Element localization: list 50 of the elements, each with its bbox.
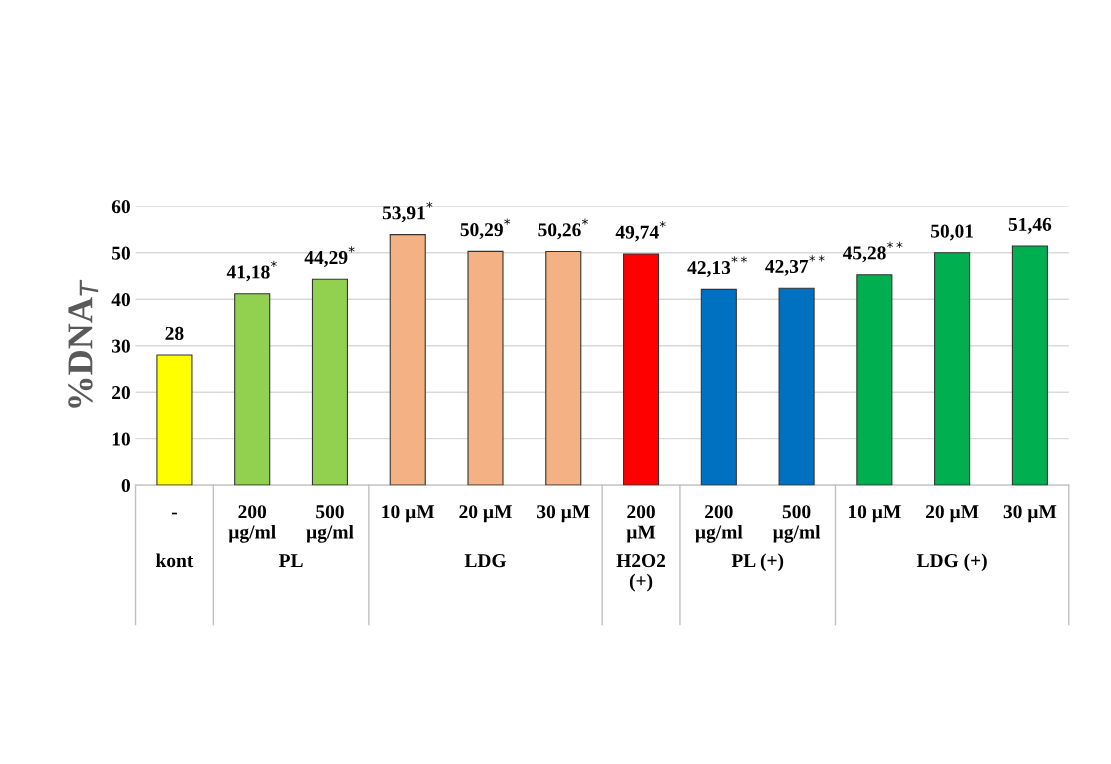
- bar: [545, 250, 582, 486]
- bar: [156, 354, 193, 486]
- x-tick-label: 20 µM: [459, 505, 512, 523]
- bar: [700, 288, 737, 486]
- x-tick-label: 200 µg/ml: [695, 505, 743, 543]
- x-tick-label: -: [171, 512, 177, 515]
- data-label: 45,28$^{**}$: [842, 241, 903, 263]
- data-label: 42,37$^{**}$: [765, 255, 825, 276]
- data-label: 53,91$^{*}$: [382, 201, 433, 223]
- data-label: 50,29$^{*}$: [460, 218, 511, 240]
- bar: [467, 250, 504, 486]
- x-tick-label: 30 µM: [1003, 505, 1057, 523]
- bar: [622, 253, 660, 486]
- y-tick-label: 60: [111, 200, 130, 214]
- data-label: 28: [165, 326, 184, 340]
- y-tick-label: 40: [111, 293, 130, 307]
- data-label: 44,29$^{*}$: [304, 246, 355, 267]
- x-tick-label: 200 µg/ml: [228, 505, 276, 543]
- x-tick-label: 30 µM: [537, 505, 590, 523]
- x-tick-label: 20 µM: [926, 505, 979, 523]
- bar: [311, 278, 349, 486]
- x-tick-label: 500 µg/ml: [306, 505, 354, 543]
- y-tick-label: 10: [112, 432, 130, 446]
- text: H2O2 (+): [616, 554, 666, 592]
- text: PL: [278, 554, 303, 567]
- bar: [234, 293, 271, 486]
- y-tick-label: 50: [112, 246, 130, 260]
- bar: [389, 234, 426, 486]
- data-label: 41,18$^{*}$: [226, 260, 277, 282]
- text: LDG (+): [916, 553, 987, 572]
- data-label: 50,26$^{*}$: [538, 218, 588, 240]
- bar: [1011, 245, 1048, 486]
- text: PL (+): [731, 553, 784, 572]
- text: LDG: [464, 554, 507, 568]
- data-label: 49,74$^{*}$: [615, 221, 666, 242]
- y-tick-label: 30: [111, 339, 130, 353]
- x-tick-label: 10 µM: [382, 505, 435, 523]
- x-tick-label: 500 µg/ml: [772, 505, 821, 543]
- x-tick-label: 10 µM: [848, 505, 901, 523]
- y-tick-label: 0: [121, 478, 130, 493]
- bar: [778, 287, 815, 486]
- text: kont: [156, 553, 194, 568]
- bar: [934, 252, 971, 486]
- data-label: 51,46: [1008, 217, 1052, 234]
- y-axis-title: %DNA$_{T}$: [68, 279, 99, 408]
- data-label: 50,01: [931, 224, 973, 241]
- bar: [856, 274, 893, 486]
- y-tick-label: 20: [112, 386, 130, 400]
- data-label: 42,13$^{**}$: [687, 256, 747, 277]
- x-tick-label: 200 µM: [626, 505, 656, 543]
